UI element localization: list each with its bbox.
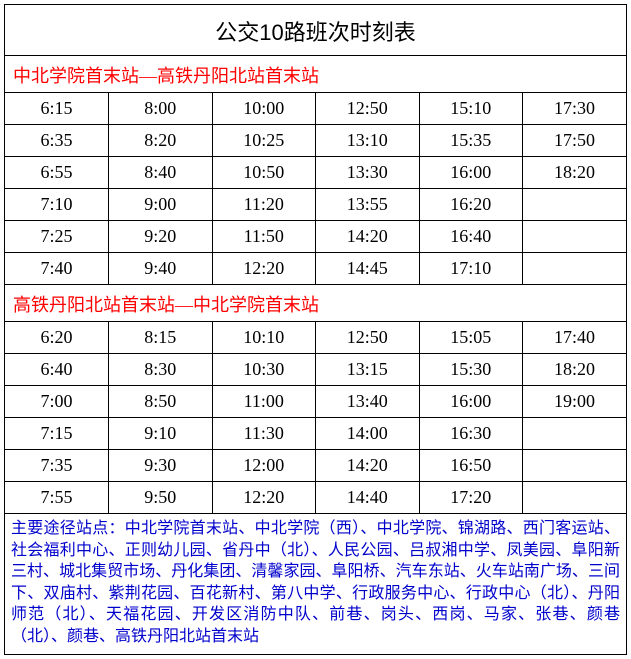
table-row: 6:558:4010:5013:3016:0018:20 [5, 157, 626, 189]
time-cell: 10:50 [212, 157, 316, 189]
time-cell: 13:40 [316, 386, 420, 418]
time-cell: 17:30 [523, 93, 627, 125]
table-row: 7:159:1011:3014:0016:30 [5, 418, 626, 450]
time-cell: 11:00 [212, 386, 316, 418]
time-cell: 12:20 [212, 482, 316, 514]
time-cell [523, 253, 627, 285]
time-cell: 14:20 [316, 450, 420, 482]
table-row: 6:408:3010:3013:1515:3018:20 [5, 354, 626, 386]
time-cell: 7:25 [5, 221, 109, 253]
table-row: 6:208:1510:1012:5015:0517:40 [5, 322, 626, 354]
time-cell: 12:50 [316, 322, 420, 354]
time-cell: 12:20 [212, 253, 316, 285]
time-cell: 8:50 [109, 386, 213, 418]
time-cell [523, 221, 627, 253]
time-cell: 7:00 [5, 386, 109, 418]
time-cell: 11:30 [212, 418, 316, 450]
time-cell: 8:40 [109, 157, 213, 189]
time-cell: 16:00 [419, 157, 523, 189]
time-cell: 12:00 [212, 450, 316, 482]
time-cell: 7:55 [5, 482, 109, 514]
table-row: 6:158:0010:0012:5015:1017:30 [5, 93, 626, 125]
time-cell: 13:10 [316, 125, 420, 157]
time-cell: 16:30 [419, 418, 523, 450]
time-cell: 11:20 [212, 189, 316, 221]
time-cell: 15:30 [419, 354, 523, 386]
stops-list: 主要途径站点：中北学院首末站、中北学院（西）、中北学院、锦湖路、西门客运站、社会… [5, 513, 626, 654]
time-cell: 9:10 [109, 418, 213, 450]
table-row: 7:409:4012:2014:4517:10 [5, 253, 626, 285]
table-row: 7:109:0011:2013:5516:20 [5, 189, 626, 221]
direction-2-header: 高铁丹阳北站首末站—中北学院首末站 [5, 284, 626, 322]
time-cell: 7:10 [5, 189, 109, 221]
time-cell: 14:00 [316, 418, 420, 450]
time-cell: 6:15 [5, 93, 109, 125]
time-cell: 17:40 [523, 322, 627, 354]
time-cell: 7:15 [5, 418, 109, 450]
time-cell [523, 418, 627, 450]
time-cell: 16:00 [419, 386, 523, 418]
time-cell: 7:40 [5, 253, 109, 285]
direction-1-table: 6:158:0010:0012:5015:1017:306:358:2010:2… [5, 93, 626, 284]
time-cell: 8:20 [109, 125, 213, 157]
time-cell: 9:20 [109, 221, 213, 253]
time-cell: 13:30 [316, 157, 420, 189]
time-cell: 14:40 [316, 482, 420, 514]
time-cell: 8:00 [109, 93, 213, 125]
time-cell: 18:20 [523, 354, 627, 386]
time-cell: 15:10 [419, 93, 523, 125]
timetable-container: 公交10路班次时刻表 中北学院首末站—高铁丹阳北站首末站 6:158:0010:… [4, 4, 627, 655]
time-cell: 9:50 [109, 482, 213, 514]
page-title: 公交10路班次时刻表 [5, 5, 626, 56]
time-cell: 14:20 [316, 221, 420, 253]
time-cell [523, 450, 627, 482]
time-cell: 6:20 [5, 322, 109, 354]
time-cell: 10:25 [212, 125, 316, 157]
time-cell: 19:00 [523, 386, 627, 418]
time-cell: 17:20 [419, 482, 523, 514]
time-cell: 16:50 [419, 450, 523, 482]
time-cell: 14:45 [316, 253, 420, 285]
direction-1-header: 中北学院首末站—高铁丹阳北站首末站 [5, 56, 626, 93]
time-cell: 6:40 [5, 354, 109, 386]
time-cell [523, 482, 627, 514]
time-cell: 8:15 [109, 322, 213, 354]
time-cell: 10:30 [212, 354, 316, 386]
time-cell: 15:05 [419, 322, 523, 354]
table-row: 7:359:3012:0014:2016:50 [5, 450, 626, 482]
time-cell: 13:55 [316, 189, 420, 221]
table-row: 7:559:5012:2014:4017:20 [5, 482, 626, 514]
time-cell: 7:35 [5, 450, 109, 482]
time-cell: 6:55 [5, 157, 109, 189]
time-cell: 12:50 [316, 93, 420, 125]
time-cell [523, 189, 627, 221]
table-row: 7:259:2011:5014:2016:40 [5, 221, 626, 253]
time-cell: 9:00 [109, 189, 213, 221]
time-cell: 17:10 [419, 253, 523, 285]
table-row: 6:358:2010:2513:1015:3517:50 [5, 125, 626, 157]
time-cell: 10:10 [212, 322, 316, 354]
time-cell: 6:35 [5, 125, 109, 157]
time-cell: 17:50 [523, 125, 627, 157]
time-cell: 15:35 [419, 125, 523, 157]
time-cell: 11:50 [212, 221, 316, 253]
time-cell: 16:40 [419, 221, 523, 253]
time-cell: 18:20 [523, 157, 627, 189]
time-cell: 8:30 [109, 354, 213, 386]
time-cell: 9:30 [109, 450, 213, 482]
time-cell: 9:40 [109, 253, 213, 285]
direction-2-table: 6:208:1510:1012:5015:0517:406:408:3010:3… [5, 322, 626, 513]
time-cell: 10:00 [212, 93, 316, 125]
table-row: 7:008:5011:0013:4016:0019:00 [5, 386, 626, 418]
time-cell: 13:15 [316, 354, 420, 386]
time-cell: 16:20 [419, 189, 523, 221]
